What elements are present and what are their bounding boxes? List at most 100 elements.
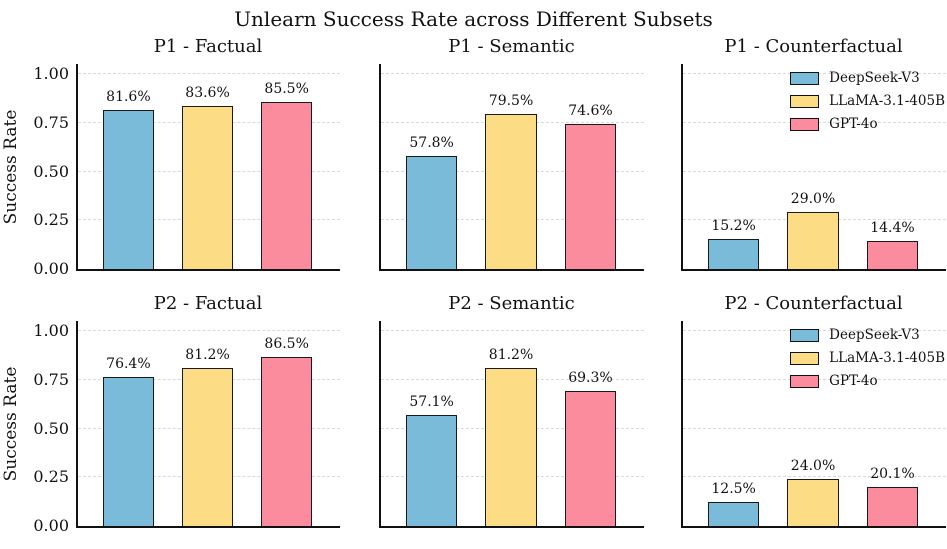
legend-swatch xyxy=(790,95,820,108)
bar-value-label: 83.6% xyxy=(185,85,230,101)
plot-wrap: P2 - Semantic 57.1% 81.2% 69.3% xyxy=(379,291,644,528)
legend-entry: LLaMA-3.1-405B xyxy=(790,351,945,366)
plot-wrap: P1 - Semantic 57.8% 79.5% 74.6% xyxy=(379,34,644,271)
y-axis-gutter xyxy=(644,64,681,269)
legend-entry: GPT-4o xyxy=(790,374,945,389)
bar-gpt-4o xyxy=(866,487,919,526)
y-tick-label: 0.00 xyxy=(33,259,69,278)
chart-row-2: Success Rate 0.00 0.25 0.50 0.75 1.00 P2 - Fa… xyxy=(0,291,947,535)
bar-llama-3.1-405b xyxy=(787,479,839,526)
legend-swatch xyxy=(790,352,820,365)
plot-area: 15.2% 29.0% 14.4% DeepSeek-V3 LLaMA-3.1-405B… xyxy=(681,64,946,271)
chart-row-1: Success Rate 0.00 0.25 0.50 0.75 1.00 P1 - Fa… xyxy=(0,34,947,278)
y-axis-gutter: Success Rate 0.00 0.25 0.50 0.75 1.00 xyxy=(0,321,76,535)
legend-entry: GPT-4o xyxy=(790,117,945,132)
subplot-title: P2 - Factual xyxy=(153,293,263,314)
plot-area: 57.1% 81.2% 69.3% xyxy=(379,321,644,528)
bar-gpt-4o xyxy=(564,391,617,526)
y-tick-label: 0.75 xyxy=(33,369,69,389)
y-tick-label: 0.25 xyxy=(33,467,69,487)
plot-wrap: P2 - Factual 76.4% 81.2% 86.5% xyxy=(76,291,340,528)
bar-llama-3.1-405b xyxy=(182,368,234,526)
charts-grid: Success Rate 0.00 0.25 0.50 0.75 1.00 P1 - Fa… xyxy=(0,34,947,535)
bar-value-label: 57.1% xyxy=(409,394,454,410)
bar-gpt-4o xyxy=(564,124,617,269)
plot-area: 81.6% 83.6% 85.5% xyxy=(76,64,340,271)
bar-deepseek-v3 xyxy=(102,377,154,526)
y-tick-label: 1.00 xyxy=(33,64,69,83)
y-axis-label: Success Rate xyxy=(1,109,21,224)
bar-value-label: 86.5% xyxy=(264,336,309,352)
bar-deepseek-v3 xyxy=(405,156,458,269)
gridline xyxy=(381,330,644,331)
y-tick-label: 0.75 xyxy=(33,112,69,132)
bar-gpt-4o xyxy=(866,241,919,269)
legend-label: DeepSeek-V3 xyxy=(829,70,920,86)
gridline xyxy=(683,170,946,172)
legend-label: LLaMA-3.1-405B xyxy=(829,350,945,366)
subplot-title: P2 - Semantic xyxy=(448,293,575,314)
gridline xyxy=(683,427,946,429)
plot-wrap: P1 - Counterfactual 15.2% 29.0% 14.4% DeepS… xyxy=(681,34,946,271)
subplot: Success Rate 0.00 0.25 0.50 0.75 1.00 P1 - Fa… xyxy=(0,34,340,278)
bar-llama-3.1-405b xyxy=(485,368,537,526)
y-axis-label: Success Rate xyxy=(1,366,21,481)
legend: DeepSeek-V3 LLaMA-3.1-405B GPT-4o xyxy=(790,328,945,389)
y-tick-label: 0.50 xyxy=(33,161,69,181)
legend-label: LLaMA-3.1-405B xyxy=(829,93,945,109)
legend-swatch xyxy=(790,375,820,388)
plot-area: 12.5% 24.0% 20.1% DeepSeek-V3 LLaMA-3.1-405B… xyxy=(681,321,946,528)
subplot: P2 - Counterfactual 12.5% 24.0% 20.1% DeepS… xyxy=(644,291,946,528)
bar-value-label: 85.5% xyxy=(264,81,309,97)
bar-deepseek-v3 xyxy=(102,110,154,269)
bar-value-label: 79.5% xyxy=(488,93,534,109)
bar-value-label: 81.2% xyxy=(185,347,230,363)
y-tick-label: 0.00 xyxy=(33,516,69,535)
gridline xyxy=(683,476,946,478)
subplot: P1 - Semantic 57.8% 79.5% 74.6% xyxy=(340,34,644,271)
plot-wrap: P2 - Counterfactual 12.5% 24.0% 20.1% DeepS… xyxy=(681,291,946,528)
bar-llama-3.1-405b xyxy=(485,114,537,269)
bar-deepseek-v3 xyxy=(707,239,760,269)
legend-entry: DeepSeek-V3 xyxy=(790,71,945,86)
legend-label: GPT-4o xyxy=(829,373,878,389)
plot-wrap: P1 - Factual 81.6% 83.6% 85.5% xyxy=(76,34,340,271)
y-axis-gutter xyxy=(340,64,379,269)
legend-swatch xyxy=(790,118,820,131)
y-tick-label: 1.00 xyxy=(33,321,69,340)
figure-title: Unlearn Success Rate across Different Su… xyxy=(234,7,713,31)
y-tick-label: 0.50 xyxy=(33,418,69,438)
gridline xyxy=(78,73,340,74)
bar-value-label: 24.0% xyxy=(790,458,836,474)
bar-value-label: 81.6% xyxy=(106,89,151,105)
y-tick-label: 0.25 xyxy=(33,210,69,230)
legend-entry: LLaMA-3.1-405B xyxy=(790,94,945,109)
bar-value-label: 12.5% xyxy=(711,481,756,497)
subplot-title: P1 - Counterfactual xyxy=(724,36,903,57)
y-axis-gutter: Success Rate 0.00 0.25 0.50 0.75 1.00 xyxy=(0,64,76,278)
bar-value-label: 57.8% xyxy=(409,135,454,151)
bar-value-label: 81.2% xyxy=(488,347,534,363)
bar-value-label: 76.4% xyxy=(106,356,151,372)
subplot-title: P1 - Semantic xyxy=(448,36,575,57)
bar-value-label: 15.2% xyxy=(711,218,756,234)
legend-label: DeepSeek-V3 xyxy=(829,327,920,343)
subplot-title: P1 - Factual xyxy=(153,36,263,57)
bar-value-label: 14.4% xyxy=(870,220,915,236)
legend-label: GPT-4o xyxy=(829,116,878,132)
legend-swatch xyxy=(790,72,820,85)
y-axis-gutter xyxy=(644,321,681,526)
legend-entry: DeepSeek-V3 xyxy=(790,328,945,343)
bar-value-label: 74.6% xyxy=(568,103,613,119)
gridline xyxy=(78,330,340,331)
y-axis-gutter xyxy=(340,321,379,526)
bar-value-label: 69.3% xyxy=(568,370,613,386)
subplot: P1 - Counterfactual 15.2% 29.0% 14.4% DeepS… xyxy=(644,34,946,271)
bar-gpt-4o xyxy=(261,357,313,526)
bar-deepseek-v3 xyxy=(405,415,458,526)
gridline xyxy=(381,73,644,74)
subplot-title: P2 - Counterfactual xyxy=(724,293,903,314)
subplot: Success Rate 0.00 0.25 0.50 0.75 1.00 P2 - Fa… xyxy=(0,291,340,535)
bar-value-label: 29.0% xyxy=(790,191,836,207)
plot-area: 57.8% 79.5% 74.6% xyxy=(379,64,644,271)
